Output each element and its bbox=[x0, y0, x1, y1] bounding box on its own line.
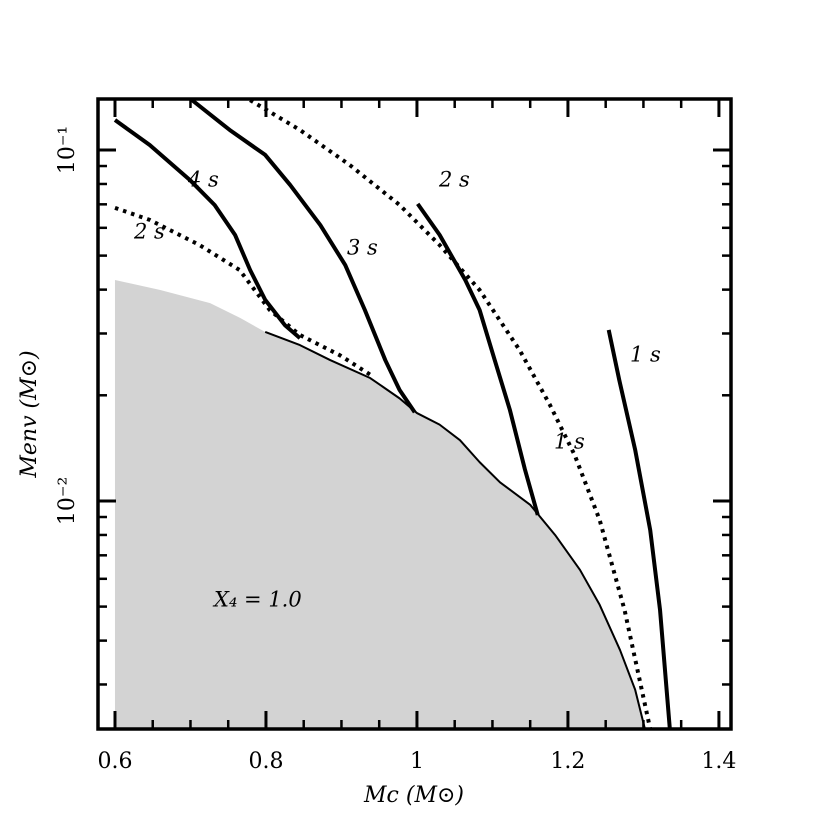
annotation: 4 s bbox=[187, 168, 219, 192]
shaded-region bbox=[114, 280, 645, 729]
annotation: X₄ = 1.0 bbox=[212, 588, 302, 612]
line bbox=[264, 331, 646, 729]
y-axis-label: Menv (M⊙) bbox=[17, 350, 42, 478]
annotation: 3 s bbox=[347, 236, 378, 260]
line bbox=[113, 118, 302, 340]
annotation: 1 s bbox=[630, 343, 661, 367]
plot-area bbox=[113, 99, 672, 729]
x-tick-label: 0.6 bbox=[97, 749, 132, 774]
dotted-line bbox=[114, 205, 372, 377]
x-tick-label: 1.2 bbox=[550, 749, 585, 774]
x-tick-label: 1 bbox=[410, 749, 424, 774]
annotation: 2 s bbox=[438, 168, 470, 192]
annotations: 4 s 3 s 2 s 2 s 1 s 1 s X₄ = 1.0 bbox=[133, 168, 661, 612]
plot-frame bbox=[96, 97, 733, 731]
x-axis-label: Mc (M⊙) bbox=[363, 783, 464, 808]
line bbox=[606, 329, 672, 729]
x-tick-label: 0.8 bbox=[248, 749, 283, 774]
annotation: 1 s bbox=[554, 430, 585, 454]
line bbox=[190, 99, 417, 414]
line bbox=[416, 202, 540, 516]
x-tick-label: 1.4 bbox=[701, 749, 736, 774]
y-tick-label: 10⁻² bbox=[55, 477, 80, 525]
y-tick-label: 10⁻¹ bbox=[55, 126, 80, 174]
annotation: 2 s bbox=[133, 220, 165, 244]
